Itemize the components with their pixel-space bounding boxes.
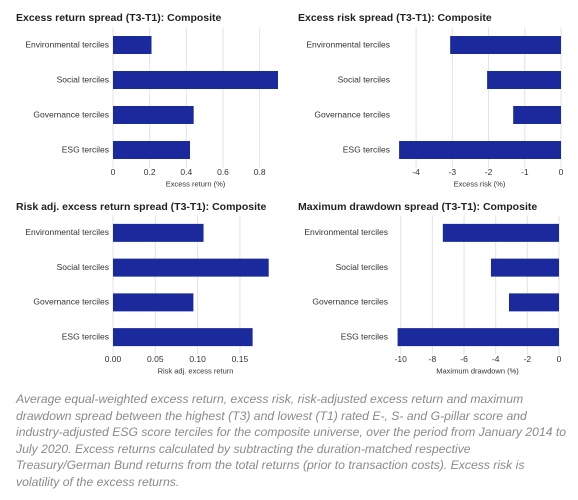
chart-title: Maximum drawdown spread (T3-T1): Composi… xyxy=(298,201,537,213)
bar xyxy=(113,71,278,89)
chart-title: Risk adj. excess return spread (T3-T1): … xyxy=(16,201,266,213)
x-tick-label: -4 xyxy=(492,354,500,364)
x-tick-label: -10 xyxy=(395,354,408,364)
x-axis-label: Maximum drawdown (%) xyxy=(436,366,519,375)
category-label: Social terciles xyxy=(57,262,109,272)
x-tick-label: 0.00 xyxy=(105,354,122,364)
bar xyxy=(113,141,190,159)
category-label: Environmental terciles xyxy=(306,39,390,49)
x-tick-label: 0.15 xyxy=(232,354,249,364)
x-axis-label: Excess return (%) xyxy=(166,179,226,188)
x-tick-label: 0.2 xyxy=(144,167,156,177)
x-tick-label: 0.8 xyxy=(254,167,266,177)
category-label: Governance terciles xyxy=(314,109,390,119)
x-tick-label: 0.10 xyxy=(189,354,206,364)
caption: Average equal-weighted excess return, ex… xyxy=(16,392,567,489)
category-label: Social terciles xyxy=(338,74,390,84)
bar xyxy=(490,258,559,277)
x-axis-label: Excess risk (%) xyxy=(454,179,506,188)
category-label: Environmental terciles xyxy=(25,227,109,237)
category-label: Governance terciles xyxy=(312,297,388,307)
bar xyxy=(399,141,561,159)
x-tick-label: 0 xyxy=(557,354,562,364)
bar xyxy=(113,106,194,124)
bar xyxy=(508,293,559,312)
category-label: Governance terciles xyxy=(33,297,109,307)
x-tick-label: -3 xyxy=(449,167,457,177)
x-tick-label: -2 xyxy=(485,167,493,177)
x-tick-label: -8 xyxy=(429,354,437,364)
category-label: ESG terciles xyxy=(343,144,390,154)
bar xyxy=(513,106,561,124)
category-label: Social terciles xyxy=(57,74,109,84)
x-tick-label: -2 xyxy=(524,354,532,364)
x-tick-label: -4 xyxy=(412,167,420,177)
bar xyxy=(113,36,152,54)
bar xyxy=(113,293,194,312)
category-label: Environmental terciles xyxy=(25,39,109,49)
category-label: Environmental terciles xyxy=(304,227,388,237)
x-tick-label: -1 xyxy=(521,167,529,177)
chart-grid: Excess return spread (T3-T1): Composite 0… xyxy=(16,12,564,376)
x-tick-label: 0.6 xyxy=(217,167,229,177)
bar xyxy=(113,258,269,277)
x-tick-label: 0 xyxy=(111,167,116,177)
x-tick-label: 0.05 xyxy=(147,354,164,364)
chart-title: Excess return spread (T3-T1): Composite xyxy=(16,12,222,24)
category-label: ESG terciles xyxy=(341,331,388,341)
x-axis-label: Risk adj. excess return xyxy=(158,366,234,375)
category-label: ESG terciles xyxy=(62,144,109,154)
bar xyxy=(487,71,561,89)
category-label: Governance terciles xyxy=(33,109,109,119)
category-label: ESG terciles xyxy=(62,331,109,341)
bar xyxy=(113,328,253,347)
bar xyxy=(113,223,204,242)
x-tick-label: 0 xyxy=(559,167,564,177)
chart-title: Excess risk spread (T3-T1): Composite xyxy=(298,12,492,24)
category-label: Social terciles xyxy=(336,262,388,272)
bar xyxy=(442,223,559,242)
bar xyxy=(450,36,561,54)
x-tick-label: -6 xyxy=(460,354,468,364)
x-tick-label: 0.4 xyxy=(180,167,192,177)
bar xyxy=(397,328,559,347)
